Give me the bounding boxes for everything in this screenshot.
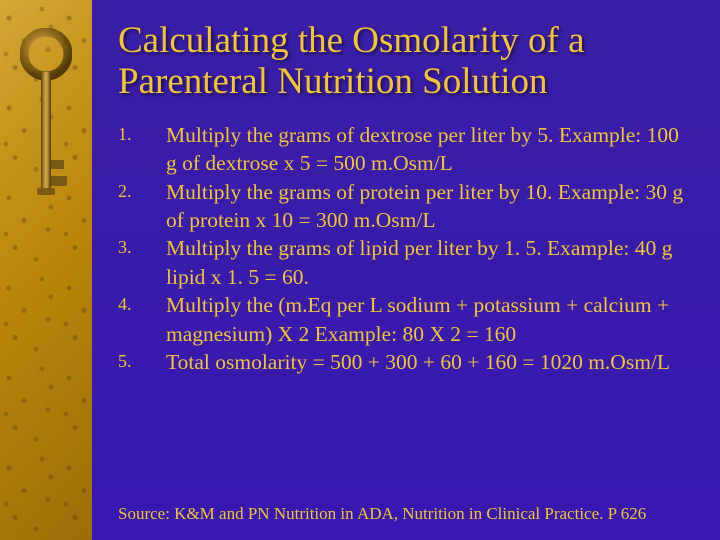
item-text: Multiply the grams of dextrose per liter…	[166, 121, 690, 178]
item-text: Multiply the grams of lipid per liter by…	[166, 234, 690, 291]
sidebar-decoration	[0, 0, 92, 540]
list-item: 5. Total osmolarity = 500 + 300 + 60 + 1…	[118, 348, 690, 376]
list-item: 1. Multiply the grams of dextrose per li…	[118, 121, 690, 178]
item-number: 5.	[118, 348, 166, 376]
item-number: 3.	[118, 234, 166, 291]
list-item: 2. Multiply the grams of protein per lit…	[118, 178, 690, 235]
key-icon	[20, 28, 72, 218]
item-number: 4.	[118, 291, 166, 348]
item-text: Total osmolarity = 500 + 300 + 60 + 160 …	[166, 348, 690, 376]
list-item: 4. Multiply the (m.Eq per L sodium + pot…	[118, 291, 690, 348]
numbered-list: 1. Multiply the grams of dextrose per li…	[118, 121, 690, 490]
item-number: 1.	[118, 121, 166, 178]
source-citation: Source: K&M and PN Nutrition in ADA, Nut…	[118, 504, 690, 524]
item-text: Multiply the (m.Eq per L sodium + potass…	[166, 291, 690, 348]
slide-title: Calculating the Osmolarity of a Parenter…	[118, 20, 690, 103]
item-number: 2.	[118, 178, 166, 235]
slide-content: Calculating the Osmolarity of a Parenter…	[92, 0, 720, 540]
list-item: 3. Multiply the grams of lipid per liter…	[118, 234, 690, 291]
item-text: Multiply the grams of protein per liter …	[166, 178, 690, 235]
